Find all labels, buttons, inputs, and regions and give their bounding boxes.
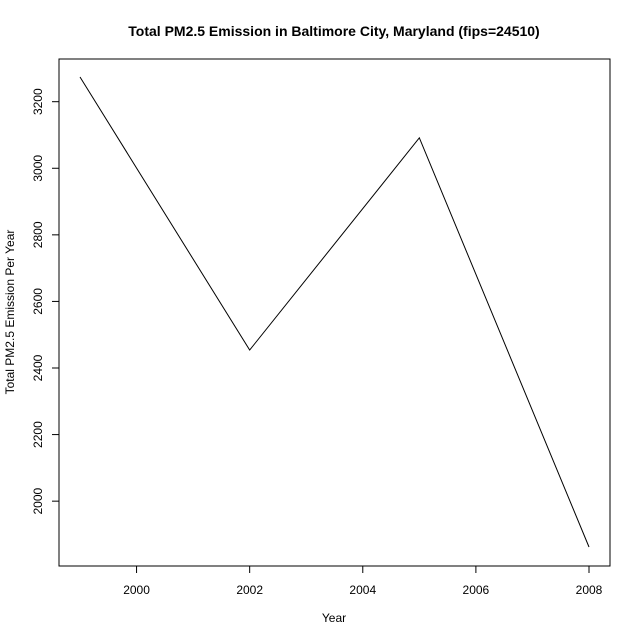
y-tick-label: 2400 <box>31 354 45 381</box>
y-tick-label: 2200 <box>31 421 45 448</box>
x-tick-label: 2002 <box>236 583 263 597</box>
chart-title: Total PM2.5 Emission in Baltimore City, … <box>128 23 539 39</box>
x-tick-label: 2008 <box>576 583 603 597</box>
y-tick-label: 2800 <box>31 221 45 248</box>
series-layer <box>79 76 590 548</box>
series-line <box>79 76 590 548</box>
y-tick-label: 3000 <box>31 155 45 182</box>
y-tick-label: 2600 <box>31 288 45 315</box>
x-tick-label: 2000 <box>123 583 150 597</box>
x-tick-label: 2004 <box>349 583 376 597</box>
x-axis-label: Year <box>322 611 346 625</box>
x-tick-label: 2006 <box>463 583 490 597</box>
y-tick-label: 2000 <box>31 487 45 514</box>
y-axis: 2000 2200 2400 2600 2800 3000 3200 <box>31 88 59 515</box>
plot-area-border <box>58 58 611 567</box>
y-tick-label: 3200 <box>31 88 45 115</box>
y-axis-label: Total PM2.5 Emission Per Year <box>3 230 17 395</box>
x-axis: 2000 2002 2004 2006 2008 <box>123 566 603 597</box>
